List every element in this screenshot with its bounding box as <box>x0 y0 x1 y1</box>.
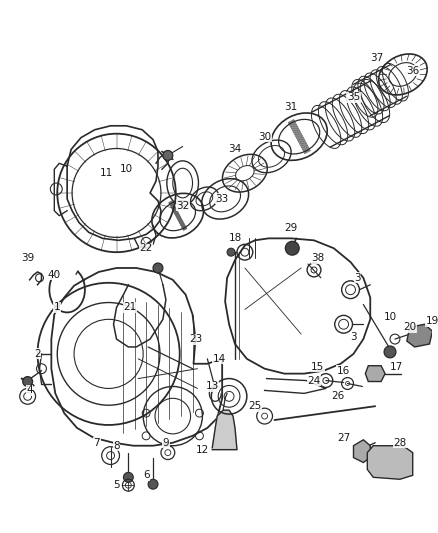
Text: 40: 40 <box>48 270 61 280</box>
Text: 37: 37 <box>371 53 384 63</box>
Polygon shape <box>365 366 385 382</box>
Text: 16: 16 <box>337 366 350 376</box>
Text: 2: 2 <box>34 349 41 359</box>
Text: 33: 33 <box>215 194 229 204</box>
Text: 10: 10 <box>120 164 133 174</box>
Text: 22: 22 <box>140 243 153 253</box>
Text: 29: 29 <box>285 223 298 233</box>
Circle shape <box>124 472 133 482</box>
Text: 30: 30 <box>258 132 271 142</box>
Circle shape <box>23 377 32 386</box>
Text: 34: 34 <box>228 144 242 155</box>
Text: 4: 4 <box>26 385 33 395</box>
Text: 14: 14 <box>212 354 226 364</box>
Text: 25: 25 <box>248 401 261 411</box>
Text: 19: 19 <box>426 316 438 326</box>
Text: 26: 26 <box>331 391 344 401</box>
Polygon shape <box>407 324 432 347</box>
Polygon shape <box>212 410 237 450</box>
Text: 28: 28 <box>393 438 406 448</box>
Polygon shape <box>353 440 370 463</box>
Text: 8: 8 <box>113 441 120 451</box>
Text: 17: 17 <box>390 362 403 372</box>
Text: 3: 3 <box>350 332 357 342</box>
Text: 36: 36 <box>406 66 419 76</box>
Text: 12: 12 <box>196 445 209 455</box>
Text: 39: 39 <box>21 253 34 263</box>
Circle shape <box>227 248 235 256</box>
Text: 18: 18 <box>228 233 242 244</box>
Text: 20: 20 <box>403 322 417 332</box>
Text: 6: 6 <box>143 470 149 480</box>
Circle shape <box>384 346 396 358</box>
Circle shape <box>163 150 173 160</box>
Text: 5: 5 <box>113 480 120 490</box>
Text: 31: 31 <box>285 102 298 112</box>
Text: 32: 32 <box>176 201 189 211</box>
Circle shape <box>153 263 163 273</box>
Text: 9: 9 <box>162 438 169 448</box>
Text: 1: 1 <box>54 302 60 312</box>
Text: 35: 35 <box>347 92 360 102</box>
Text: 7: 7 <box>93 438 100 448</box>
Text: 11: 11 <box>100 168 113 178</box>
Text: 21: 21 <box>124 302 137 312</box>
Polygon shape <box>367 446 413 479</box>
Circle shape <box>148 479 158 489</box>
Text: 15: 15 <box>311 362 325 372</box>
Text: 38: 38 <box>311 253 325 263</box>
Text: 24: 24 <box>307 376 321 385</box>
Text: 10: 10 <box>383 312 396 322</box>
Text: 3: 3 <box>354 273 361 283</box>
Text: 23: 23 <box>189 334 202 344</box>
Circle shape <box>285 241 299 255</box>
Text: 13: 13 <box>206 382 219 391</box>
Text: 27: 27 <box>337 433 350 443</box>
